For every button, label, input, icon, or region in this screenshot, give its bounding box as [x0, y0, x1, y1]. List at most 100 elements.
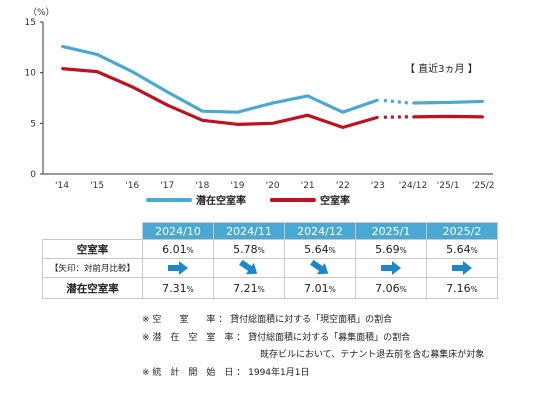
- pct-unit: %: [257, 284, 265, 294]
- vacancy-rate-cell: 5.64%: [284, 239, 356, 259]
- potential-data-point: [131, 70, 134, 73]
- potential-rate-value: 7.01: [304, 281, 329, 295]
- vacancy-rate-cell: 5.69%: [355, 239, 427, 259]
- x-tick-label: '17: [160, 181, 174, 191]
- vacancy-data-point: [166, 104, 169, 107]
- vacancy-rate-value: 6.01: [162, 242, 187, 256]
- potential-rate-value: 7.16: [446, 281, 471, 295]
- potential-data-point: [376, 99, 379, 102]
- potential-rate-row: 潜在空室率 7.31% 7.21% 7.01% 7.06% 7.16%: [42, 277, 498, 299]
- table-header-month: 2024/10: [142, 222, 214, 240]
- y-tick-label: 0: [30, 170, 36, 180]
- potential-rate-cell: 7.31%: [142, 277, 214, 299]
- legend-vacancy-swatch: [270, 197, 316, 202]
- arrow-cell: [426, 258, 498, 278]
- vacancy-rate-row: 空室率 6.01% 5.78% 5.64% 5.69% 5.64%: [42, 239, 498, 259]
- note-potential-definition: ※ 潜 在 空 室 率 ： 貸付総面積に対する「募集面積」の割合: [142, 332, 411, 343]
- arrow-row-label: 【矢印：対前月比較】: [42, 258, 143, 278]
- vacancy-rate-value: 5.64: [304, 242, 329, 256]
- potential-data-point: [482, 100, 485, 103]
- x-tick-label: '25/1: [437, 181, 460, 191]
- pct-unit: %: [186, 284, 194, 294]
- line-chart: （%） 0 5 10 15 '14 '15 '16 '17 '18 '19 '20 '21 '22 '2…: [25, 7, 495, 191]
- y-tick-label: 15: [25, 18, 36, 28]
- potential-data-point: [447, 101, 450, 104]
- trend-arrow-icon: [379, 260, 403, 276]
- x-tick-label: '21: [301, 181, 315, 191]
- vacancy-data-point: [201, 119, 204, 122]
- footnotes: ※ 空 室 率 ： 貸付総面積に対する「現空面積」の割合 ※ 潜 在 空 室 率…: [142, 312, 484, 382]
- potential-data-point: [271, 102, 274, 105]
- potential-rate-cell: 7.16%: [426, 277, 498, 299]
- vacancy-rate-value: 5.64: [446, 242, 471, 256]
- note-potential-scope: 既存ビルにおいて、テナント退去前を含む募集床が対象: [260, 350, 485, 360]
- table-header-blank: [42, 222, 143, 240]
- vacancy-data-point: [376, 116, 379, 119]
- potential-data-point: [306, 94, 309, 97]
- x-tick-label: '14: [55, 181, 69, 191]
- vacancy-data-point: [131, 85, 134, 88]
- arrow-cell: [142, 258, 214, 278]
- x-tick-label: '15: [90, 181, 104, 191]
- arrow-cell: [213, 258, 285, 278]
- vacancy-data-point: [412, 115, 414, 118]
- potential-rate-cell: 7.21%: [213, 277, 285, 299]
- potential-rate-value: 7.21: [233, 281, 258, 295]
- arrow-cell: [284, 258, 356, 278]
- potential-data-point: [96, 53, 99, 56]
- x-tick-label: '23: [371, 181, 385, 191]
- arrow-cell: [355, 258, 427, 278]
- potential-data-point: [412, 101, 414, 104]
- table-header-month: 2025/2: [426, 222, 498, 240]
- vacancy-data-point: [61, 67, 63, 70]
- potential-rate-label: 潜在空室率: [42, 277, 143, 299]
- recent-3-months-annotation: 【 直近3ヵ月 】: [405, 62, 478, 75]
- potential-data-point: [201, 110, 204, 113]
- potential-data-point: [341, 111, 344, 114]
- vacancy-line-annual: [61, 67, 379, 129]
- potential-data-point: [236, 111, 239, 114]
- potential-data-point: [166, 90, 169, 93]
- y-tick-label: 10: [25, 69, 37, 79]
- potential-data-point: [61, 45, 63, 48]
- potential-line-annual: [61, 44, 379, 114]
- potential-rate-value: 7.06: [375, 281, 400, 295]
- pct-unit: %: [328, 245, 336, 255]
- x-tick-label: '24/12: [399, 181, 427, 191]
- trend-arrow-icon: [237, 260, 261, 276]
- pct-unit: %: [257, 245, 265, 255]
- rates-table: 2024/10 2024/11 2024/12 2025/1 2025/2 空室…: [42, 222, 498, 299]
- vacancy-data-point: [306, 114, 309, 117]
- note-start-date: ※ 統 計 開 始 日 ： 1994年1月1日: [142, 367, 310, 378]
- x-tick-label: '20: [266, 181, 280, 191]
- vacancy-data-point: [271, 122, 274, 125]
- chart-legend: 潜在空室率 空室率: [146, 192, 350, 207]
- vacancy-rate-cell: 5.64%: [426, 239, 498, 259]
- potential-line-gap: [383, 98, 410, 105]
- arrow-row: 【矢印：対前月比較】: [42, 258, 498, 278]
- y-tick-label: 5: [30, 119, 36, 129]
- vacancy-data-point: [236, 123, 239, 126]
- pct-unit: %: [399, 284, 407, 294]
- vacancy-rate-cell: 6.01%: [142, 239, 214, 259]
- trend-arrow-icon: [308, 260, 332, 276]
- trend-arrow-icon: [166, 260, 190, 276]
- x-tick-label: '16: [125, 181, 139, 191]
- pct-unit: %: [470, 245, 478, 255]
- potential-rate-cell: 7.06%: [355, 277, 427, 299]
- vacancy-data-point: [341, 126, 344, 129]
- x-tick-label: '18: [195, 181, 209, 191]
- legend-potential: 潜在空室率: [146, 192, 246, 207]
- table-header-month: 2024/11: [213, 222, 285, 240]
- trend-arrow-icon: [450, 260, 474, 276]
- legend-potential-swatch: [146, 197, 192, 202]
- table-header-month: 2025/1: [355, 222, 427, 240]
- pct-unit: %: [186, 245, 194, 255]
- legend-potential-label: 潜在空室率: [196, 196, 246, 207]
- x-tick-label: '25/2: [472, 181, 495, 191]
- vacancy-rate-label: 空室率: [42, 239, 143, 259]
- potential-rate-cell: 7.01%: [284, 277, 356, 299]
- vacancy-data-point: [447, 115, 450, 118]
- potential-rate-value: 7.31: [162, 281, 187, 295]
- vacancy-rate-value: 5.78: [233, 242, 258, 256]
